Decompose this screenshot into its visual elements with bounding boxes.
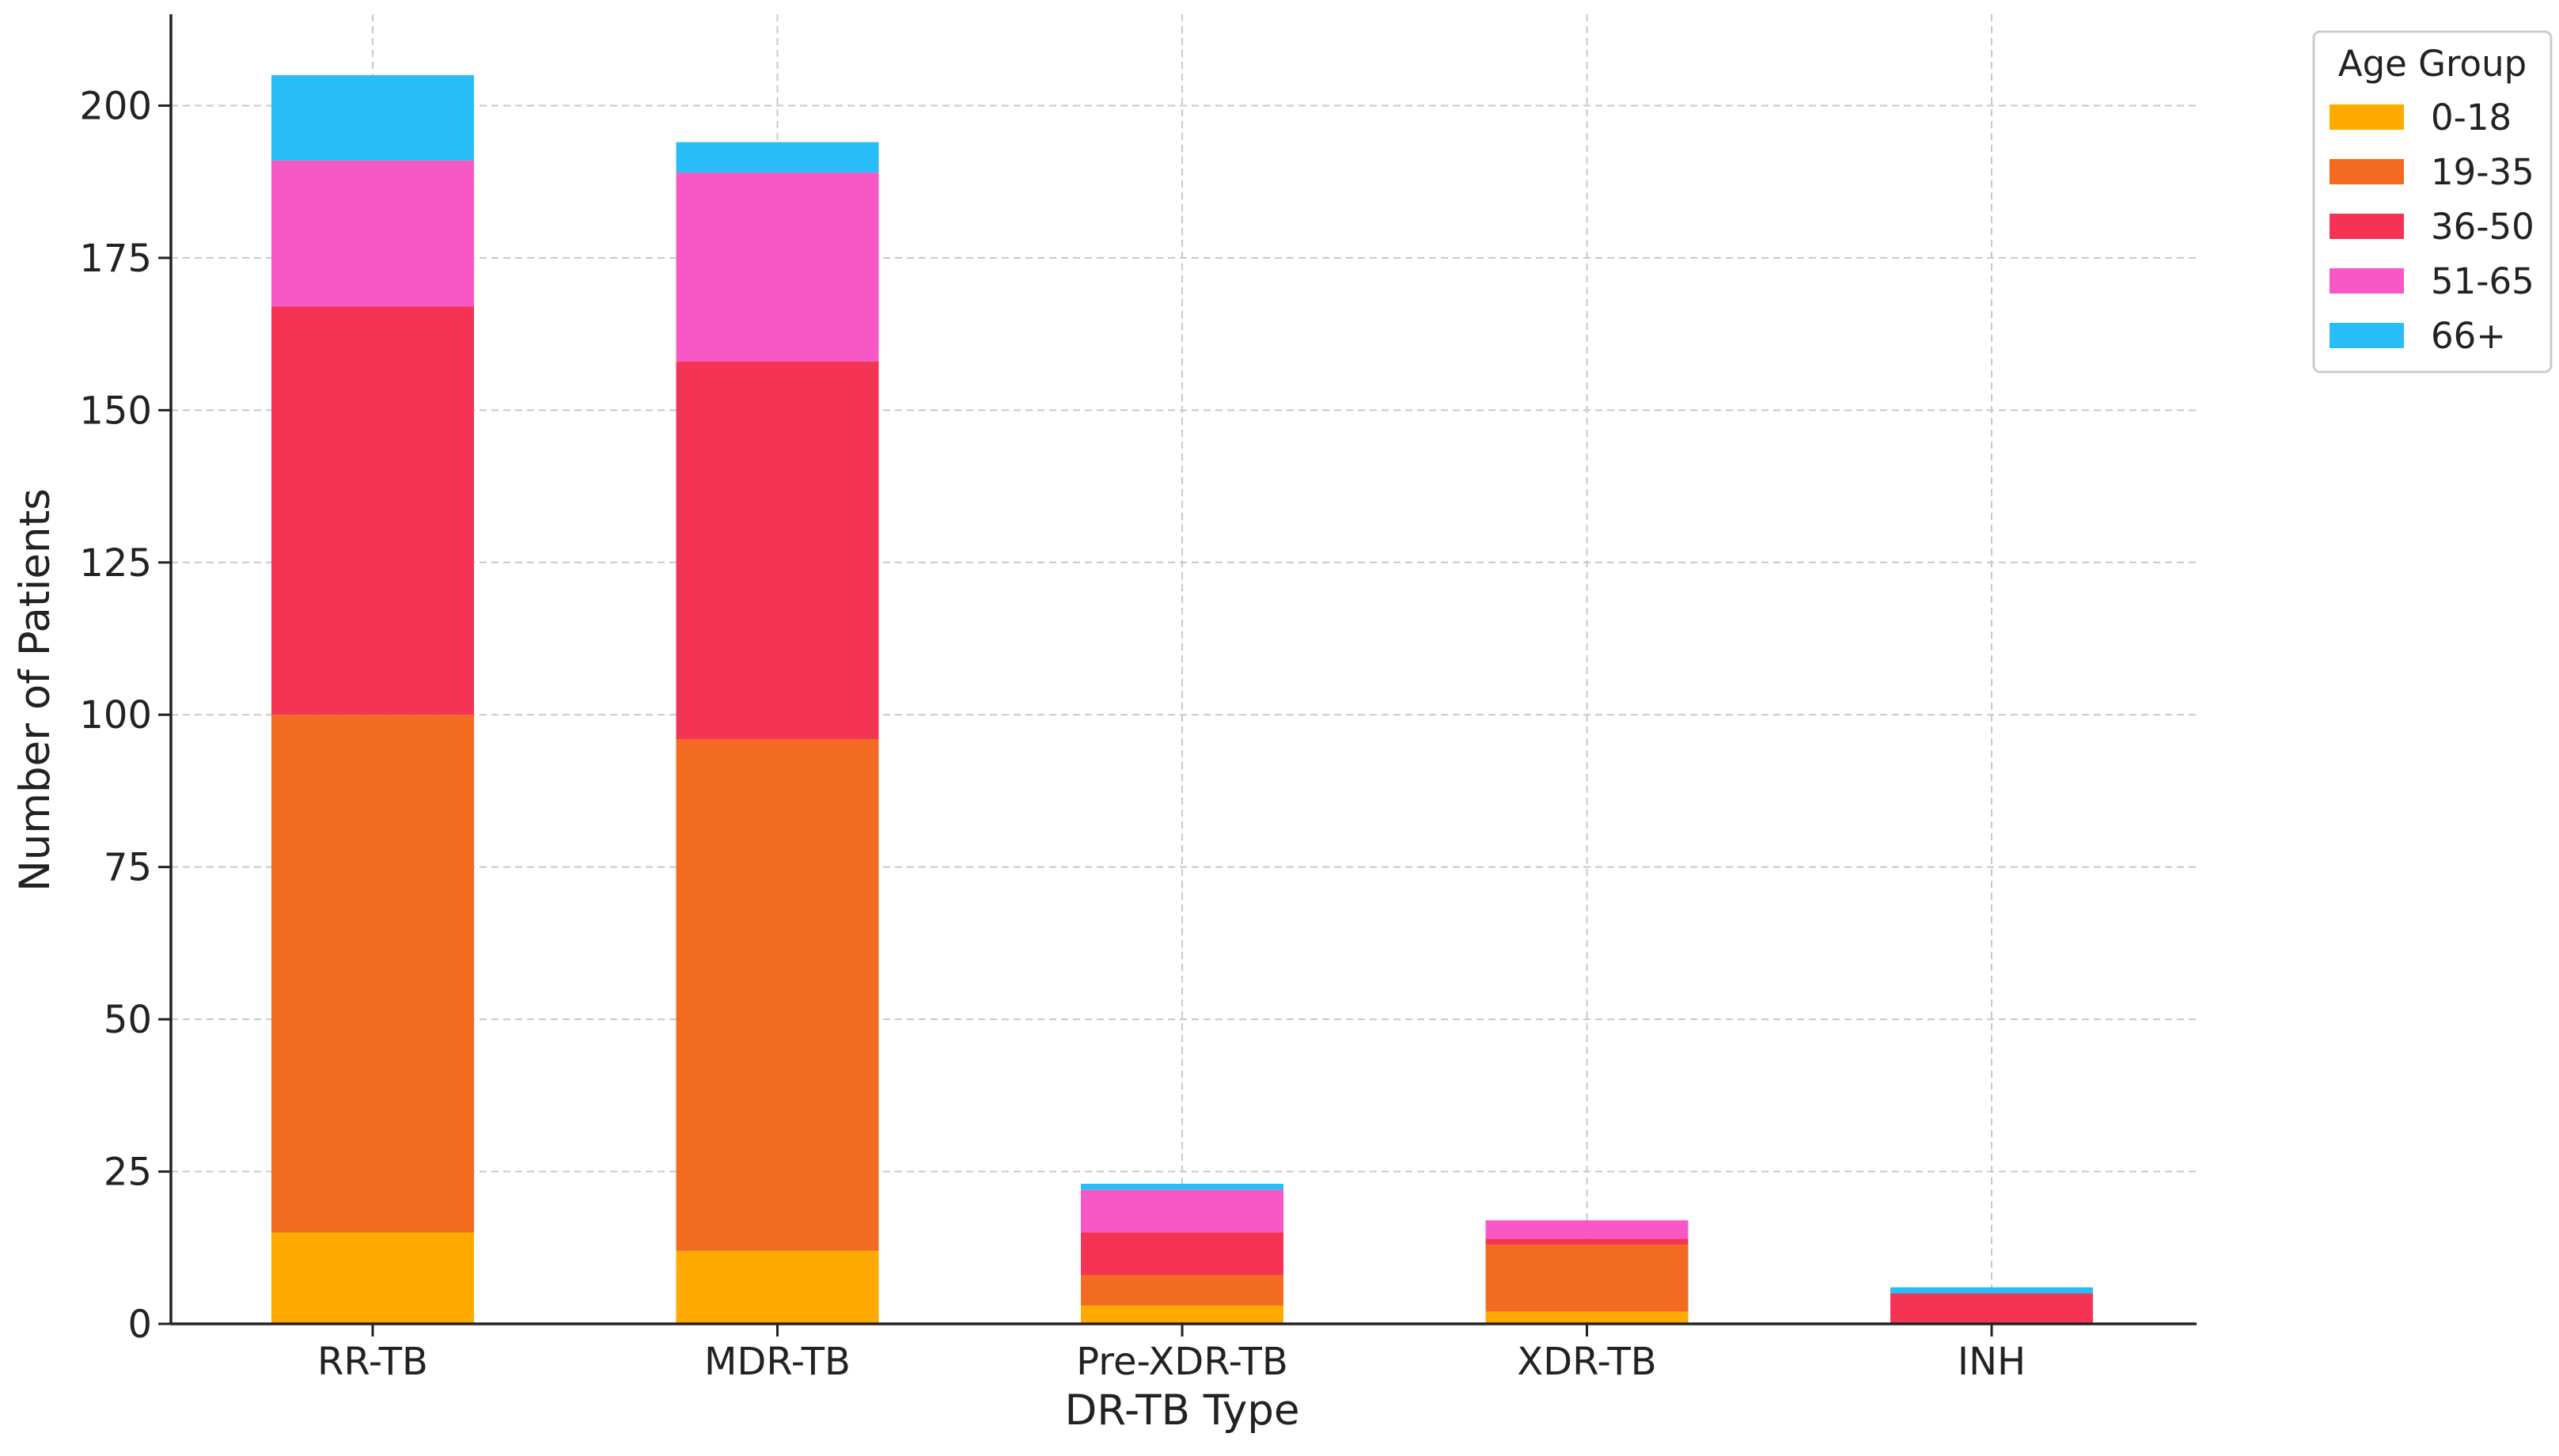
y-tick-label: 100 <box>79 693 152 737</box>
legend-swatch <box>2330 104 2404 130</box>
y-tick-label: 200 <box>79 84 152 128</box>
x-tick-label: Pre-XDR-TB <box>1076 1340 1288 1384</box>
bar-segment-0-18 <box>1081 1305 1283 1324</box>
bar-segment-19-35 <box>1081 1275 1283 1306</box>
bar-segment-19-35 <box>1485 1244 1689 1312</box>
bar-segment-66+ <box>676 142 879 173</box>
legend-label: 19-35 <box>2431 151 2534 193</box>
y-tick-label: 75 <box>104 846 152 890</box>
bar-segment-36-50 <box>1485 1238 1689 1245</box>
bar-segment-66+ <box>1081 1183 1283 1190</box>
legend-label: 0-18 <box>2431 97 2512 138</box>
bar-segment-36-50 <box>271 306 474 715</box>
bar-segment-0-18 <box>271 1232 474 1324</box>
bar-segment-51-65 <box>676 173 879 362</box>
legend: Age Group 0-18 19-35 36-50 51-65 66+ <box>2312 30 2553 373</box>
y-tick-label: 125 <box>79 541 152 586</box>
bar-segment-36-50 <box>676 361 879 740</box>
y-tick-label: 175 <box>79 237 152 281</box>
legend-swatch <box>2330 268 2404 294</box>
y-tick-label: 0 <box>127 1302 152 1347</box>
bar-segment-0-18 <box>1485 1311 1689 1324</box>
legend-label: 51-65 <box>2431 260 2534 302</box>
x-tick-label: INH <box>1958 1340 2026 1384</box>
x-tick-label: MDR-TB <box>704 1340 851 1384</box>
bar-segment-19-35 <box>676 739 879 1251</box>
bar-segment-36-50 <box>1890 1293 2093 1324</box>
legend-title: Age Group <box>2338 43 2527 85</box>
legend-label: 66+ <box>2431 315 2506 357</box>
bar-segment-51-65 <box>1485 1220 1689 1239</box>
axes: 0 25 50 75 100 125 150 175 200 RR-TB MDR-TB Pre-XDR… <box>79 14 2197 1384</box>
x-tick-label: XDR-TB <box>1517 1340 1656 1384</box>
bar-segment-66+ <box>1890 1287 2093 1294</box>
legend-swatch <box>2330 159 2404 184</box>
grid-lines <box>171 14 2197 1325</box>
y-tick-label: 150 <box>79 389 152 433</box>
bar-segment-66+ <box>271 74 474 161</box>
bars <box>271 74 2093 1324</box>
bar-segment-19-35 <box>271 715 474 1233</box>
legend-swatch <box>2330 323 2404 348</box>
legend-items: 0-18 19-35 36-50 51-65 66+ <box>2330 97 2534 357</box>
y-axis-title: Number of Patients <box>11 488 59 892</box>
bar-segment-51-65 <box>1081 1189 1283 1233</box>
legend-label: 36-50 <box>2431 206 2534 248</box>
y-tick-label: 25 <box>104 1151 152 1195</box>
legend-swatch <box>2330 214 2404 239</box>
bar-segment-51-65 <box>271 160 474 307</box>
x-tick-label: RR-TB <box>317 1340 428 1384</box>
bar-segment-0-18 <box>676 1250 879 1324</box>
bar-segment-36-50 <box>1081 1232 1283 1276</box>
x-axis-title: DR-TB Type <box>1064 1386 1299 1435</box>
y-tick-label: 50 <box>104 998 152 1042</box>
